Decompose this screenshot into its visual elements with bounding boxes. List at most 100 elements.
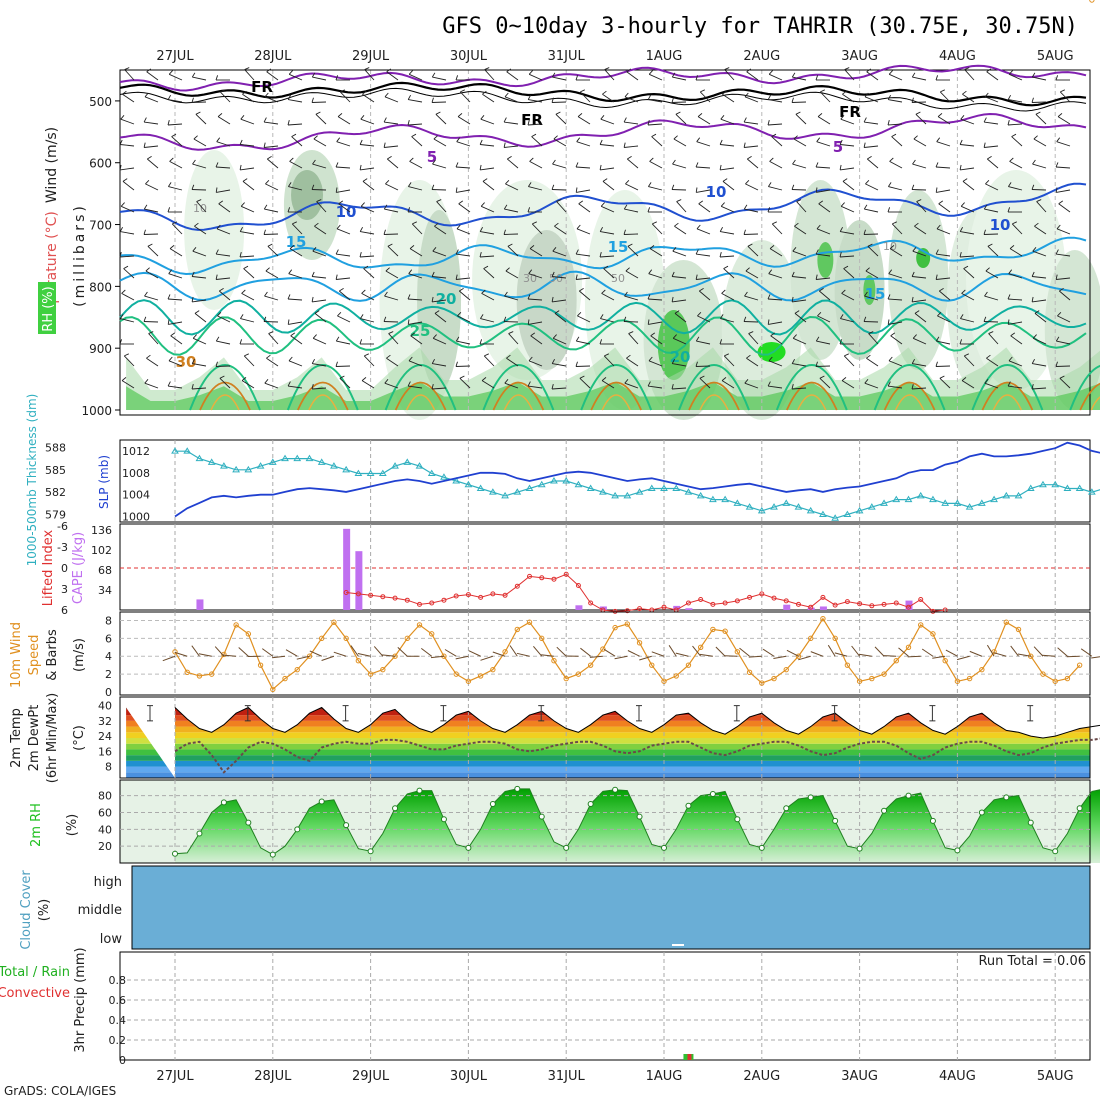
wind-barb-flag: [720, 202, 725, 207]
lifted-index-marker: [539, 575, 545, 581]
contour-label-rh: 10: [193, 202, 207, 215]
wind-barb: [288, 321, 303, 325]
lifted-index-marker: [844, 599, 850, 605]
thickness-marker: [916, 491, 925, 499]
wind-barb-flag: [984, 291, 988, 297]
lifted-index-marker: [514, 583, 520, 589]
wind10-marker: [355, 658, 362, 664]
wind10-marker: [1040, 671, 1046, 677]
wind-barb: [192, 363, 207, 367]
wind-barb-flag: [551, 296, 554, 302]
wind-barb: [503, 321, 519, 323]
wind-barb-flag: [791, 271, 795, 277]
wind-barb-flag: [961, 377, 967, 381]
wind10-marker: [270, 686, 276, 693]
wind-barb-flag: [960, 314, 964, 319]
wind-barb-flag: [551, 383, 554, 390]
thickness-marker: [598, 488, 607, 495]
wind-barb: [792, 163, 807, 169]
temp-band: [126, 738, 1090, 744]
wind-barb: [122, 93, 135, 103]
wind-barb-flag: [791, 184, 795, 190]
wind-barb: [528, 360, 543, 367]
wind-barb: [840, 144, 855, 147]
wind-barb-flag: [263, 117, 267, 123]
wind-barb-flag: [624, 291, 628, 297]
wind-barb: [528, 99, 543, 103]
wind10-barb: [174, 651, 188, 657]
wind-barb: [216, 253, 231, 257]
wind-barb-flag: [1010, 332, 1016, 337]
wind10-marker: [820, 615, 826, 622]
wind-barb-flag: [652, 221, 657, 225]
wind-barb-flag: [911, 271, 915, 277]
wind-barb-flag: [937, 311, 942, 317]
wind-barb-flag: [528, 269, 533, 274]
wind-barb: [266, 71, 279, 81]
wind10-barb: [627, 650, 640, 657]
wind-barb-flag: [335, 187, 338, 193]
wind10-barb: [373, 646, 384, 657]
wind-barb: [119, 255, 135, 258]
wind-barb: [743, 233, 759, 235]
thickness-marker: [819, 510, 827, 518]
wind-barb-flag: [815, 249, 819, 255]
wind-barb-flag: [794, 310, 800, 314]
wind-barb: [216, 189, 231, 193]
wind10-barb: [350, 645, 359, 657]
wind-barb: [170, 335, 183, 345]
lifted-index-marker: [661, 604, 667, 610]
wind-barb: [169, 161, 183, 169]
wind-barb: [384, 121, 399, 125]
wind10-barb: [739, 647, 750, 657]
wind-barb: [193, 138, 207, 147]
wind-barb: [288, 360, 303, 367]
wind-barb-flag: [983, 117, 987, 123]
rh-blob: [863, 275, 876, 305]
wind-barb: [480, 144, 495, 147]
lifted-index-tick: -3: [57, 541, 68, 554]
wind-barb: [744, 96, 759, 103]
wind-barb-flag: [120, 115, 125, 120]
wind-barb: [480, 318, 495, 323]
wind-barb-flag: [195, 111, 201, 115]
wind-barb-flag: [1055, 336, 1060, 342]
wind-barb: [769, 161, 783, 169]
wind-barb-flag: [912, 159, 916, 165]
wind-barb-flag: [311, 296, 314, 302]
wind10-barb: [692, 645, 702, 657]
wind-barb-flag: [964, 67, 970, 71]
wind-barb: [195, 113, 207, 125]
wind-barb: [912, 250, 927, 257]
wind-barb-flag: [648, 70, 653, 75]
wind-barb: [311, 387, 327, 390]
wind-barb: [480, 167, 495, 171]
wind-barb: [240, 144, 255, 147]
wind-barb-flag: [146, 354, 151, 359]
wind-barb: [888, 273, 903, 279]
wind-barb-flag: [529, 157, 534, 162]
contour-label-iso20: 20: [670, 348, 691, 366]
wind-barb-flag: [866, 354, 871, 359]
wind-barb-flag: [915, 111, 921, 115]
wind-barb-flag: [576, 137, 581, 142]
wind-barb-flag: [479, 139, 483, 145]
date-label-top: 2AUG: [743, 49, 780, 64]
wind-barb: [672, 363, 687, 367]
cloud-level-low: low: [100, 932, 123, 947]
wind-barb: [289, 248, 303, 257]
wind-barb-flag: [144, 291, 148, 297]
wind-barb: [816, 253, 831, 257]
wind-barb-flag: [215, 361, 218, 367]
rh2m-marker: [758, 844, 765, 851]
wind-barb: [551, 101, 567, 103]
wind10-barb: [1080, 648, 1093, 657]
wind-barb: [815, 166, 831, 169]
contour-label-fr: FR: [839, 103, 861, 121]
cloud-unit: (%): [37, 899, 52, 922]
wind-barb: [888, 99, 903, 103]
rh-blob: [817, 242, 834, 278]
